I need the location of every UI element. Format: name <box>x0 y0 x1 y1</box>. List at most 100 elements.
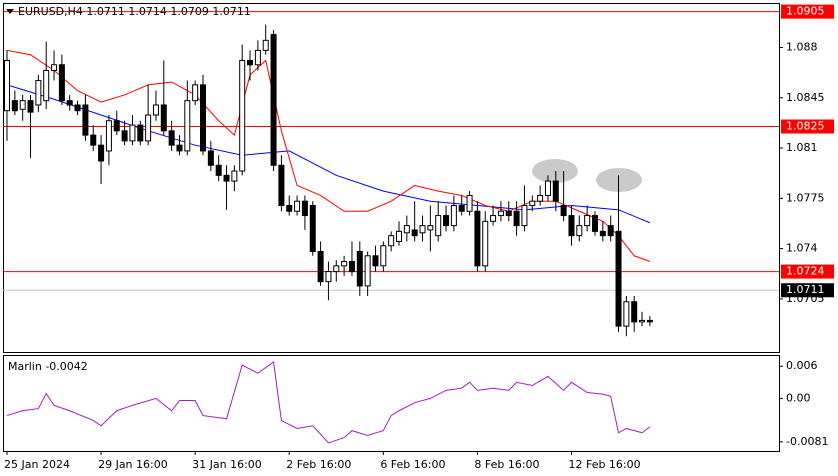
x-tick-label: 2 Feb 16:00 <box>286 458 351 471</box>
candle-body <box>411 229 418 237</box>
candle-body <box>176 144 183 152</box>
candle-body <box>105 120 112 152</box>
candle-body <box>152 104 159 116</box>
candle-body <box>552 180 559 202</box>
last-price-label-bg <box>781 283 834 298</box>
highlight-ellipse <box>532 159 578 183</box>
candle-body <box>278 164 285 207</box>
candle-body <box>537 194 544 202</box>
candle-body <box>43 70 50 102</box>
x-tick-label: 25 Jan 2024 <box>4 458 70 471</box>
level-label: 1.0825 <box>786 120 825 133</box>
marks: 1.0881.08451.0811.07751.0741.07051.09051… <box>3 4 834 471</box>
candle-body <box>466 194 473 212</box>
candle-body <box>215 164 222 176</box>
candle-body <box>615 230 622 327</box>
candle-body <box>4 59 10 112</box>
x-tick-label: 6 Feb 16:00 <box>380 458 445 471</box>
candle-body <box>576 225 583 237</box>
indicator-label: Marlin -0.0042 <box>8 360 88 373</box>
candle-body <box>419 225 426 234</box>
candle-body <box>309 205 316 252</box>
candle-body <box>435 215 442 237</box>
level-label-bg <box>781 4 834 19</box>
candle-body <box>301 200 308 217</box>
level-label: 1.0724 <box>786 265 825 278</box>
candle-body <box>27 100 34 113</box>
main-frame <box>3 3 780 353</box>
candle-body <box>58 64 65 102</box>
candle-body <box>482 220 489 267</box>
candle-body <box>74 104 81 112</box>
candle-body <box>623 301 630 327</box>
candle-body <box>286 205 293 212</box>
candle-body <box>443 215 450 227</box>
candle-body <box>239 59 246 172</box>
candle-body <box>35 80 42 106</box>
candle-body <box>145 114 152 142</box>
candle-body <box>521 205 528 227</box>
candle-body <box>450 205 457 227</box>
candle-body <box>192 84 199 102</box>
candle-body <box>90 134 97 146</box>
candle-body <box>639 319 646 323</box>
level-label-bg <box>781 264 834 279</box>
y-tick-label: 1.088 <box>786 41 818 54</box>
candle-body <box>200 84 206 152</box>
candle-body <box>427 225 434 231</box>
candle-body <box>137 124 144 142</box>
y-tick-label: 1.074 <box>786 242 818 255</box>
candle-body <box>356 250 363 287</box>
y-tick-label: 1.081 <box>786 141 818 154</box>
candle-body <box>223 174 230 182</box>
candle-body <box>168 130 175 146</box>
candle-body <box>113 120 120 132</box>
candle-body <box>372 255 379 267</box>
candle-body <box>380 245 387 267</box>
y-tick-label: 1.0775 <box>786 191 825 204</box>
candle-body <box>529 200 536 207</box>
candle-body <box>568 215 575 237</box>
last-price-label: 1.0711 <box>786 283 825 296</box>
candle-body <box>544 180 551 196</box>
candle-body <box>207 150 214 166</box>
y-tick-label: -0.0081 <box>786 435 828 448</box>
y-tick-label: 0.006 <box>786 359 818 372</box>
candle-body <box>98 144 105 162</box>
candle-body <box>19 100 26 110</box>
candle-body <box>66 100 73 106</box>
candle-body <box>474 210 481 267</box>
menu-triangle <box>6 9 14 14</box>
level-label: 1.0905 <box>786 5 825 18</box>
candle-body <box>121 130 128 142</box>
x-tick-label: 31 Jan 16:00 <box>192 458 262 471</box>
candle-body <box>396 230 402 242</box>
candle-body <box>599 230 606 237</box>
chart-title: EURUSD,H4 1.0711 1.0714 1.0709 1.0711 <box>18 5 251 18</box>
candle-body <box>333 265 340 273</box>
candle-body <box>184 100 191 152</box>
candle-body <box>490 215 497 222</box>
y-tick-label: 0.00 <box>786 391 811 404</box>
candle-body <box>388 235 395 247</box>
candle-body <box>458 205 465 212</box>
candle-body <box>505 210 512 217</box>
candle-body <box>82 104 89 136</box>
candle-body <box>231 170 238 182</box>
candle-body <box>592 215 598 232</box>
candle-body <box>497 210 504 217</box>
x-tick-label: 29 Jan 16:00 <box>98 458 168 471</box>
candle-body <box>348 261 355 273</box>
candle-body <box>513 210 520 227</box>
candle-body <box>325 271 332 283</box>
level-label-bg <box>781 119 834 134</box>
candle-body <box>403 225 410 234</box>
y-tick-label: 1.0845 <box>786 91 825 104</box>
candle-body <box>364 255 371 287</box>
x-tick-label: 12 Feb 16:00 <box>568 458 640 471</box>
candle-body <box>129 124 136 142</box>
candle-body <box>317 250 324 283</box>
candle-body <box>631 301 638 323</box>
